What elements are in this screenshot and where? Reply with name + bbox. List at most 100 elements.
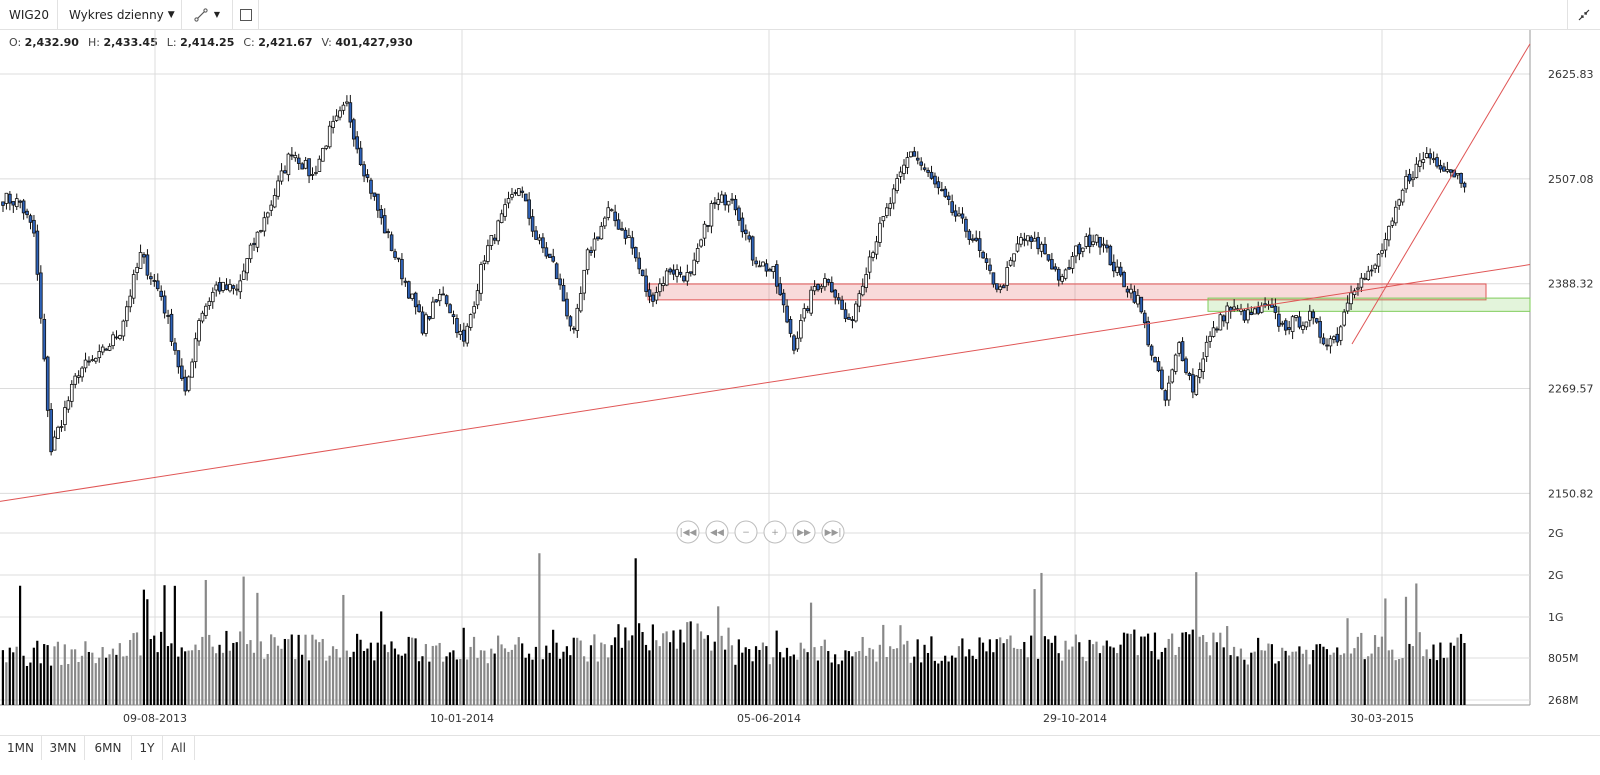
rectangle-tool-button[interactable]: [233, 0, 259, 29]
collapse-button[interactable]: [1567, 0, 1600, 29]
volume-bar: [576, 637, 579, 705]
candle-body: [609, 209, 614, 212]
candle-body: [468, 314, 473, 328]
volume-bar: [1336, 647, 1339, 705]
candle-body: [131, 274, 136, 299]
volume-bar: [975, 659, 978, 705]
volume-bar: [858, 650, 861, 705]
candle-body: [437, 293, 442, 302]
candle-body: [768, 268, 772, 272]
volume-bar: [1287, 655, 1291, 705]
candle-body: [424, 314, 428, 334]
candle-body: [83, 359, 88, 369]
volume-bar: [142, 589, 145, 705]
volume-bar: [517, 637, 520, 705]
candle-body: [413, 292, 418, 308]
volume-bar: [256, 592, 259, 705]
range-button-1y[interactable]: 1Y: [132, 736, 163, 760]
draw-tool-button[interactable]: ▼: [182, 0, 233, 29]
green-zone: [1207, 297, 1531, 312]
volume-bar: [947, 661, 950, 705]
trendlines[interactable]: [0, 43, 1531, 502]
range-button-1mn[interactable]: 1MN: [0, 736, 42, 760]
candle-body: [496, 220, 501, 242]
candle-body: [1149, 345, 1154, 356]
range-button-all[interactable]: All: [163, 736, 195, 760]
candle-body: [506, 198, 511, 204]
candle-body: [169, 313, 174, 342]
volume-bar: [149, 638, 152, 705]
volume-bar: [1250, 652, 1253, 705]
range-button-6mn[interactable]: 6MN: [85, 736, 132, 760]
volume-bar: [390, 641, 393, 705]
volume-bar: [245, 644, 249, 705]
volume-bar: [892, 648, 895, 705]
volume-bar: [944, 655, 947, 705]
volume-bar: [74, 649, 77, 705]
volume-bar: [87, 651, 90, 705]
volume-bar: [937, 663, 940, 705]
candle-body: [654, 292, 659, 301]
candle-body: [1081, 247, 1085, 252]
volume-bar: [369, 642, 372, 705]
candle-body: [417, 304, 421, 312]
candle-body: [1160, 369, 1164, 389]
candle-body: [1204, 341, 1209, 357]
price-tick-label: 2388.32: [1548, 278, 1594, 291]
volume-bar: [1222, 647, 1225, 705]
volume-bar: [668, 642, 672, 705]
volume-bar: [1002, 643, 1005, 705]
price-tick-label: 2150.82: [1548, 487, 1594, 500]
candle-body: [561, 284, 566, 302]
volume-bar: [1146, 633, 1150, 705]
low-readout: L: 2,414.25: [166, 36, 235, 49]
candle-body: [1459, 173, 1463, 184]
candle-body: [630, 237, 635, 249]
candle-body: [1290, 316, 1295, 332]
candle-body: [1383, 239, 1388, 251]
chart-navigator[interactable]: |◀◀ ◀◀ − + ▶▶ ▶▶|: [676, 520, 845, 544]
candle-body: [1421, 159, 1426, 163]
symbol-label[interactable]: WIG20: [0, 0, 58, 29]
zoom-out-button[interactable]: −: [734, 520, 758, 544]
volume-bar: [1325, 649, 1329, 705]
volume-bar: [1040, 572, 1043, 705]
volume-bar: [170, 643, 173, 705]
forward-button[interactable]: ▶▶: [792, 520, 816, 544]
candle-body: [1211, 327, 1216, 337]
candle-body: [675, 269, 679, 277]
volume-bar: [816, 660, 820, 705]
candle-body: [221, 281, 225, 291]
volume-bar: [768, 664, 771, 705]
candle-body: [100, 346, 105, 353]
candle-body: [692, 259, 697, 276]
open-readout: O: 2,432.90: [9, 36, 79, 49]
candle-body: [716, 199, 721, 205]
last-button[interactable]: ▶▶|: [821, 520, 845, 544]
volume-bar: [101, 647, 104, 705]
candle-body: [410, 293, 415, 299]
candle-body: [341, 104, 346, 111]
period-dropdown[interactable]: Wykres dzienny ▼: [58, 0, 182, 29]
candle-body: [286, 153, 291, 176]
first-button[interactable]: |◀◀: [676, 520, 700, 544]
volume-bar: [531, 659, 534, 705]
back-button[interactable]: ◀◀: [705, 520, 729, 544]
volume-bar: [356, 633, 359, 705]
volume-bar: [658, 646, 661, 705]
volume-bar: [300, 654, 304, 705]
volume-bar: [930, 636, 933, 705]
volume-bar: [190, 650, 194, 705]
volume-bar: [479, 650, 483, 705]
candle-body: [11, 201, 16, 206]
volume-bar: [201, 636, 204, 705]
candle-body: [1283, 320, 1288, 331]
volume-bar: [1019, 649, 1022, 705]
zoom-in-button[interactable]: +: [763, 520, 787, 544]
volume-bar: [620, 647, 624, 705]
candle-body: [912, 151, 917, 157]
volume-bar: [1435, 660, 1439, 705]
range-button-3mn[interactable]: 3MN: [42, 736, 85, 760]
volume-bar: [1164, 647, 1167, 705]
